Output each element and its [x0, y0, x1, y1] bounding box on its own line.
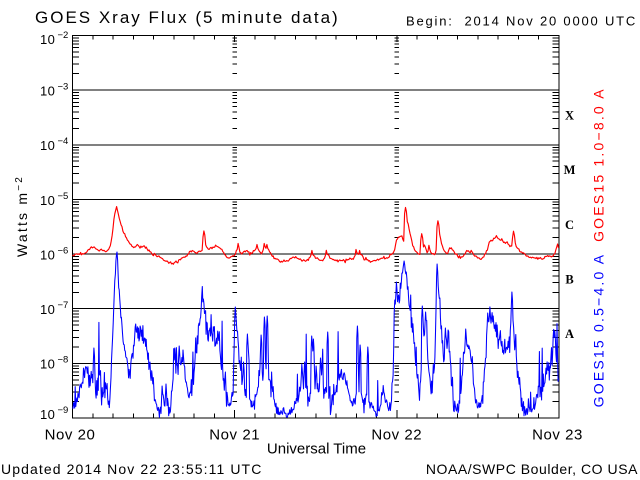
svg-text:B: B: [565, 272, 573, 286]
svg-text:GOES15 1.0−8.0 A: GOES15 1.0−8.0 A: [591, 87, 607, 242]
svg-text:−2: −2: [58, 30, 69, 41]
svg-text:−5: −5: [58, 191, 69, 202]
svg-text:10: 10: [40, 248, 55, 263]
svg-text:Watts m−2: Watts m−2: [14, 175, 30, 257]
svg-text:10: 10: [40, 407, 55, 422]
svg-text:GOES15 0.5−4.0 A: GOES15 0.5−4.0 A: [591, 253, 607, 408]
svg-text:−3: −3: [58, 82, 69, 93]
svg-text:10: 10: [40, 138, 55, 153]
svg-text:−8: −8: [58, 355, 69, 366]
svg-text:Nov 23: Nov 23: [532, 427, 583, 444]
svg-text:GOES Xray Flux (5 minute data): GOES Xray Flux (5 minute data): [35, 8, 340, 27]
svg-text:−9: −9: [58, 405, 69, 416]
svg-text:M: M: [564, 163, 576, 177]
svg-text:Universal Time: Universal Time: [267, 441, 366, 458]
svg-text:X: X: [565, 109, 574, 123]
svg-text:C: C: [565, 218, 574, 232]
svg-text:NOAA/SWPC Boulder, CO USA: NOAA/SWPC Boulder, CO USA: [426, 461, 638, 477]
svg-text:10: 10: [40, 302, 55, 317]
svg-text:10: 10: [40, 84, 55, 99]
svg-text:10: 10: [40, 193, 55, 208]
svg-text:−6: −6: [58, 246, 69, 257]
svg-text:−7: −7: [58, 300, 69, 311]
svg-text:Nov 20: Nov 20: [45, 427, 96, 444]
svg-text:10: 10: [40, 32, 55, 47]
svg-text:10: 10: [40, 357, 55, 372]
svg-text:−4: −4: [58, 136, 69, 147]
svg-text:Nov 21: Nov 21: [209, 427, 260, 444]
svg-text:Nov 22: Nov 22: [371, 427, 422, 444]
svg-text:Begin: 2014 Nov 20 0000 UTC: Begin: 2014 Nov 20 0000 UTC: [406, 14, 637, 29]
svg-text:Updated 2014 Nov 22 23:55:11 U: Updated 2014 Nov 22 23:55:11 UTC: [1, 461, 262, 477]
svg-text:A: A: [565, 327, 574, 341]
